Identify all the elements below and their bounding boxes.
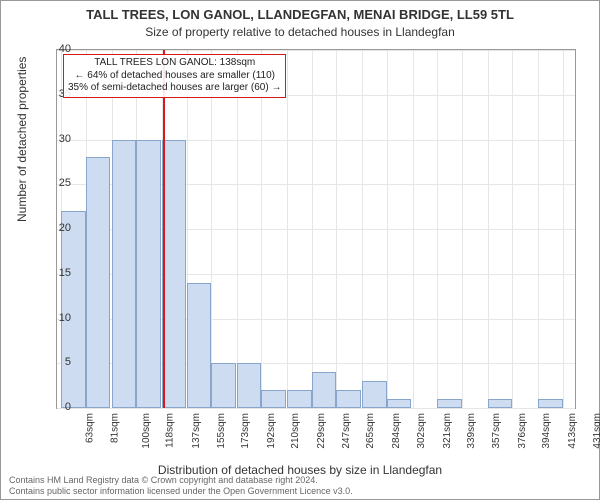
- footer-line2: Contains public sector information licen…: [9, 486, 353, 497]
- gridline-h: [57, 408, 575, 409]
- y-tick: 10: [51, 312, 71, 324]
- reference-line: [163, 50, 165, 408]
- x-tick: 302sqm: [416, 413, 427, 449]
- annotation-line2: ← 64% of detached houses are smaller (11…: [68, 70, 281, 83]
- x-tick: 394sqm: [541, 413, 552, 449]
- x-tick: 63sqm: [85, 413, 96, 443]
- y-tick: 5: [51, 356, 71, 368]
- gridline-v: [538, 50, 539, 408]
- gridline-v: [362, 50, 363, 408]
- histogram-bar: [86, 157, 111, 408]
- chart-subtitle: Size of property relative to detached ho…: [1, 25, 599, 39]
- x-tick: 376sqm: [517, 413, 528, 449]
- gridline-v: [563, 50, 564, 408]
- histogram-bar: [437, 399, 462, 408]
- histogram-bar: [312, 372, 337, 408]
- histogram-bar: [187, 283, 212, 408]
- x-tick: 155sqm: [216, 413, 227, 449]
- y-axis-label: Number of detached properties: [15, 57, 29, 222]
- x-tick: 137sqm: [191, 413, 202, 449]
- gridline-v: [237, 50, 238, 408]
- gridline-v: [462, 50, 463, 408]
- histogram-bar: [488, 399, 513, 408]
- annotation-line3: 35% of semi-detached houses are larger (…: [68, 82, 281, 95]
- plot-area: TALL TREES LON GANOL: 138sqm← 64% of det…: [56, 49, 576, 409]
- x-tick: 265sqm: [366, 413, 377, 449]
- x-tick: 339sqm: [466, 413, 477, 449]
- gridline-v: [488, 50, 489, 408]
- histogram-bar: [261, 390, 286, 408]
- gridline-v: [312, 50, 313, 408]
- histogram-bar: [211, 363, 236, 408]
- y-tick: 30: [51, 133, 71, 145]
- histogram-bar: [362, 381, 387, 408]
- y-tick: 20: [51, 222, 71, 234]
- gridline-v: [287, 50, 288, 408]
- y-tick: 0: [51, 401, 71, 413]
- histogram-bar: [387, 399, 412, 408]
- y-tick: 15: [51, 267, 71, 279]
- histogram-bar: [237, 363, 262, 408]
- x-tick: 247sqm: [341, 413, 352, 449]
- gridline-v: [336, 50, 337, 408]
- x-tick: 357sqm: [491, 413, 502, 449]
- gridline-v: [413, 50, 414, 408]
- histogram-bar: [287, 390, 312, 408]
- histogram-bar: [112, 140, 137, 409]
- gridline-v: [437, 50, 438, 408]
- gridline-v: [261, 50, 262, 408]
- x-tick: 173sqm: [240, 413, 251, 449]
- x-tick: 229sqm: [316, 413, 327, 449]
- x-tick: 118sqm: [164, 413, 175, 448]
- histogram-bar: [336, 390, 361, 408]
- histogram-bar: [61, 211, 86, 408]
- x-tick: 284sqm: [391, 413, 402, 449]
- y-tick: 25: [51, 177, 71, 189]
- gridline-v: [387, 50, 388, 408]
- annotation-line1: TALL TREES LON GANOL: 138sqm: [68, 57, 281, 70]
- footer-line1: Contains HM Land Registry data © Crown c…: [9, 475, 353, 486]
- x-tick: 413sqm: [567, 413, 578, 449]
- chart-container: TALL TREES, LON GANOL, LLANDEGFAN, MENAI…: [0, 0, 600, 500]
- x-tick: 321sqm: [442, 413, 453, 449]
- x-tick: 210sqm: [291, 413, 302, 449]
- x-tick: 431sqm: [592, 413, 600, 449]
- gridline-h: [57, 50, 575, 51]
- x-tick: 192sqm: [266, 413, 277, 449]
- histogram-bar: [136, 140, 161, 409]
- x-tick: 100sqm: [141, 413, 152, 449]
- footer-text: Contains HM Land Registry data © Crown c…: [9, 475, 353, 497]
- gridline-v: [512, 50, 513, 408]
- chart-title: TALL TREES, LON GANOL, LLANDEGFAN, MENAI…: [1, 7, 599, 22]
- histogram-bar: [538, 399, 563, 408]
- gridline-v: [211, 50, 212, 408]
- histogram-bar: [162, 140, 187, 409]
- x-tick: 81sqm: [109, 413, 120, 443]
- annotation-box: TALL TREES LON GANOL: 138sqm← 64% of det…: [63, 54, 286, 98]
